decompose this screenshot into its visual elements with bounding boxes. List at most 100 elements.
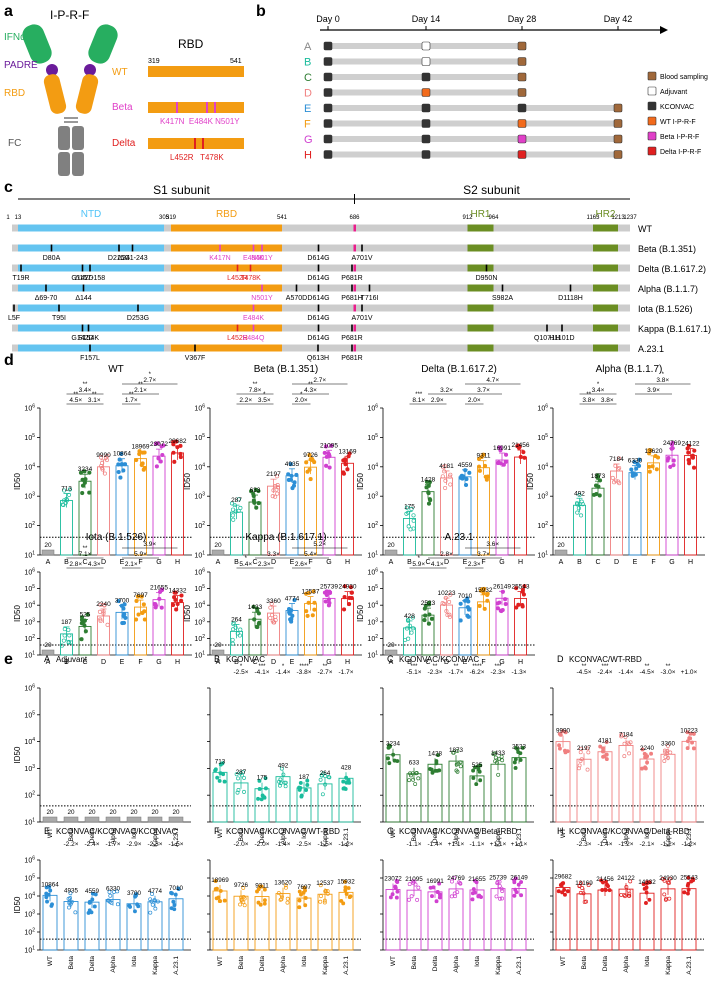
data-point bbox=[682, 890, 687, 895]
value-label: 20 bbox=[46, 809, 54, 816]
s1-label: S1 subunit bbox=[153, 183, 210, 197]
data-point bbox=[428, 498, 433, 503]
bar bbox=[211, 649, 225, 656]
data-point bbox=[388, 895, 393, 900]
data-point bbox=[239, 895, 244, 900]
x-tick-label: Beta bbox=[238, 956, 245, 970]
data-point bbox=[348, 894, 353, 899]
data-point bbox=[578, 890, 583, 895]
bar bbox=[448, 760, 464, 823]
data-point bbox=[458, 881, 462, 885]
data-point bbox=[556, 889, 561, 894]
data-point bbox=[229, 501, 235, 506]
furin-site bbox=[353, 264, 356, 272]
chart-panel-d-1: 101 102 103 104 105 106 ID50 Beta (B.1.351) 20 A 2… bbox=[183, 364, 362, 566]
mutation-tick bbox=[81, 324, 84, 332]
fold-label: 8.1× bbox=[412, 397, 425, 404]
data-point bbox=[513, 887, 518, 892]
mutation-tick bbox=[252, 304, 255, 312]
data-point bbox=[142, 617, 147, 622]
data-point bbox=[478, 778, 483, 783]
fold-label: -1.2× bbox=[619, 841, 634, 848]
mutation-label: Q613H bbox=[307, 355, 329, 362]
data-point bbox=[152, 601, 157, 607]
data-point bbox=[66, 492, 72, 497]
data-point bbox=[318, 894, 323, 899]
group-letter: C bbox=[304, 72, 312, 84]
value-label: 26149 bbox=[493, 583, 511, 590]
x-tick-label: D bbox=[614, 559, 619, 566]
data-point bbox=[426, 501, 432, 506]
y-tick-label: 106 bbox=[367, 568, 378, 577]
data-point bbox=[496, 460, 501, 465]
data-point bbox=[62, 488, 67, 493]
x-tick-label: H bbox=[175, 659, 180, 666]
data-point bbox=[240, 770, 245, 775]
mutation-tick bbox=[261, 284, 263, 292]
data-point bbox=[259, 797, 264, 802]
variant-wt-name: WT bbox=[112, 67, 128, 78]
bar bbox=[681, 888, 697, 951]
mutation-tick bbox=[87, 324, 90, 332]
value-label: 492 bbox=[574, 490, 585, 497]
position-number: 1237 bbox=[623, 215, 637, 221]
bar bbox=[514, 456, 527, 556]
fold-label: +1.1× bbox=[448, 841, 465, 848]
fold-label: 7.8× bbox=[249, 387, 262, 394]
significance-mark: ** bbox=[666, 664, 671, 670]
fold-label: 2.6× bbox=[295, 561, 308, 568]
data-point bbox=[428, 885, 433, 890]
data-point bbox=[174, 607, 179, 612]
data-point bbox=[62, 633, 67, 638]
y-tick-label: 105 bbox=[24, 584, 35, 593]
data-point bbox=[691, 465, 697, 470]
data-point bbox=[241, 894, 246, 899]
data-point bbox=[649, 751, 654, 756]
mutation-label: D253G bbox=[127, 315, 149, 322]
data-point bbox=[252, 500, 257, 505]
position-number: 1 bbox=[6, 215, 10, 221]
data-point bbox=[466, 607, 471, 612]
value-label: 25543 bbox=[511, 583, 529, 590]
bar bbox=[458, 476, 472, 556]
data-point bbox=[427, 612, 432, 617]
bar bbox=[147, 901, 163, 951]
bar bbox=[665, 454, 679, 556]
data-point bbox=[500, 589, 505, 594]
significance-mark: * bbox=[418, 556, 421, 562]
x-tick-label: Kappa bbox=[495, 828, 502, 847]
data-point bbox=[252, 617, 257, 622]
data-point bbox=[325, 889, 330, 894]
data-point bbox=[156, 456, 161, 461]
data-point bbox=[310, 613, 315, 618]
data-point bbox=[477, 769, 482, 774]
x-tick-label: Iota bbox=[474, 828, 481, 839]
data-point bbox=[394, 895, 399, 900]
data-point bbox=[644, 890, 649, 895]
data-point bbox=[297, 898, 302, 903]
significance-mark: ** bbox=[138, 382, 143, 388]
data-point bbox=[685, 446, 690, 451]
bar bbox=[385, 754, 401, 823]
y-tick-label: 101 bbox=[537, 551, 548, 560]
x-tick-label: G bbox=[156, 559, 161, 566]
hr1-domain bbox=[467, 244, 494, 252]
y-tick-label: 101 bbox=[194, 651, 205, 660]
mutation-tick bbox=[58, 304, 60, 312]
value-label: 7184 bbox=[619, 731, 634, 738]
position-number: 1163 bbox=[587, 215, 601, 221]
data-point bbox=[241, 885, 246, 890]
data-point bbox=[62, 627, 67, 632]
value-label: 13620 bbox=[274, 880, 292, 887]
data-point bbox=[270, 618, 275, 623]
data-point bbox=[175, 445, 180, 450]
y-tick-label: 101 bbox=[24, 818, 35, 827]
data-point bbox=[662, 892, 667, 897]
data-point bbox=[349, 595, 354, 601]
data-point bbox=[128, 904, 133, 909]
data-point bbox=[119, 451, 124, 457]
data-point bbox=[346, 780, 351, 785]
data-point bbox=[341, 470, 346, 475]
fold-label: +1.1× bbox=[490, 841, 507, 848]
